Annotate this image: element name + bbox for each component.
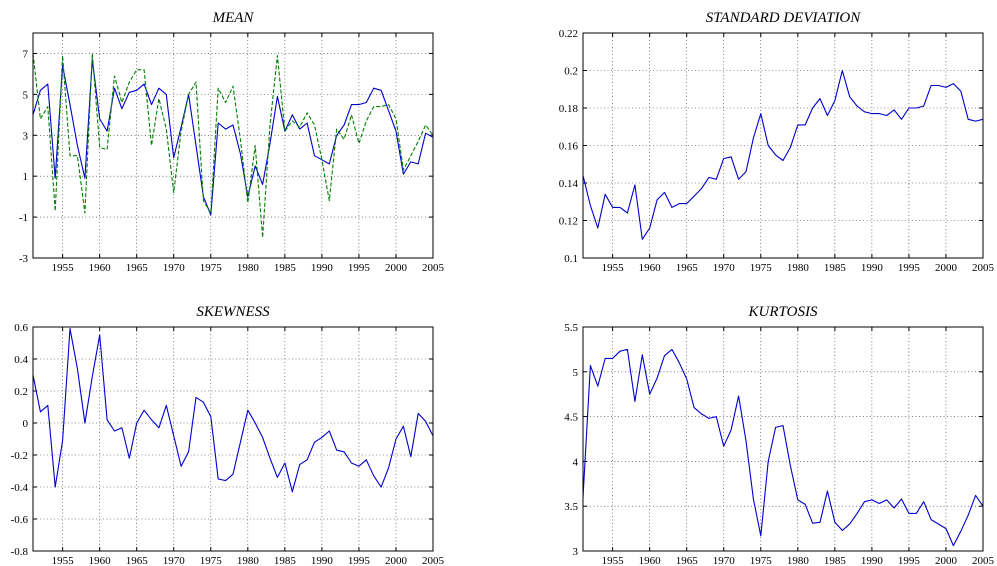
x-tick-label: 1965 <box>126 262 149 274</box>
std-plot-frame <box>582 32 984 259</box>
x-tick-label: 1985 <box>824 555 847 566</box>
x-tick-label: 1995 <box>348 262 371 274</box>
y-tick-label: 0.4 <box>14 354 28 366</box>
y-tick-label: 0.1 <box>564 253 578 265</box>
x-tick-label: 2005 <box>972 555 995 566</box>
x-tick-label: 1990 <box>861 555 884 566</box>
x-tick-label: 1980 <box>237 555 260 566</box>
y-tick-label: -1 <box>19 212 28 224</box>
y-tick-label: 0.2 <box>14 386 28 398</box>
y-tick-label: -0.8 <box>11 546 29 558</box>
y-tick-label: -0.2 <box>11 450 28 462</box>
x-tick-label: 1990 <box>311 262 334 274</box>
mean-series-line-1 <box>32 59 434 216</box>
x-tick-label: 1960 <box>639 262 662 274</box>
mean-panel: MEAN 1955 1960 1965 1970 1975 1980 1985 1990 1995… <box>19 10 445 274</box>
y-tick-label: -0.4 <box>11 482 29 494</box>
mean-series-line-2 <box>32 52 434 239</box>
x-tick-label: 2005 <box>972 262 995 274</box>
x-tick-label: 1980 <box>787 262 810 274</box>
y-tick-label: 0.14 <box>559 178 579 190</box>
x-tick-label: 1955 <box>52 262 75 274</box>
y-tick-label: 4.5 <box>564 412 578 424</box>
y-tick-label: 5 <box>573 367 579 379</box>
x-tick-label: 1970 <box>163 262 186 274</box>
x-tick-label: 1960 <box>89 262 112 274</box>
x-tick-label: 1955 <box>602 555 625 566</box>
y-tick-label: -0.6 <box>11 514 29 526</box>
y-tick-label: 1 <box>23 171 29 183</box>
x-tick-label: 1960 <box>639 555 662 566</box>
std-panel: STANDARD DEVIATION 1955 1960 1965 1970 1975 19… <box>559 10 995 274</box>
skew-plot-frame <box>32 326 434 552</box>
x-tick-label: 1975 <box>200 555 223 566</box>
x-tick-label: 2005 <box>422 555 445 566</box>
x-tick-label: 1995 <box>898 262 921 274</box>
y-tick-label: 0 <box>23 418 29 430</box>
skew-title: SKEWNESS <box>196 304 270 320</box>
std-title: STANDARD DEVIATION <box>706 10 862 26</box>
x-tick-label: 1980 <box>787 555 810 566</box>
x-tick-label: 1990 <box>861 262 884 274</box>
std-series-line-1 <box>582 69 984 240</box>
y-tick-label: 3 <box>573 546 579 558</box>
x-tick-label: 1970 <box>163 555 186 566</box>
x-tick-label: 2000 <box>935 262 958 274</box>
x-tick-label: 1975 <box>750 262 773 274</box>
x-tick-label: 2000 <box>385 555 408 566</box>
y-tick-label: 0.18 <box>559 103 579 115</box>
x-tick-label: 1955 <box>602 262 625 274</box>
y-tick-label: 0.6 <box>14 322 28 334</box>
y-tick-label: 4 <box>573 456 579 468</box>
kurt-panel: KURTOSIS 1955 1960 1965 1970 1975 1980 1985 1990… <box>564 304 994 566</box>
skew-series-line-1 <box>32 328 434 493</box>
y-tick-label: 0.16 <box>559 141 579 153</box>
y-tick-label: -3 <box>19 253 29 265</box>
y-tick-label: 7 <box>23 48 29 60</box>
x-tick-label: 1965 <box>676 262 699 274</box>
x-tick-label: 1955 <box>52 555 75 566</box>
y-tick-label: 5.5 <box>564 322 578 334</box>
x-tick-label: 1985 <box>274 262 297 274</box>
y-tick-label: 3 <box>23 130 29 142</box>
x-tick-label: 1965 <box>126 555 149 566</box>
x-tick-label: 2000 <box>385 262 408 274</box>
skew-panel: SKEWNESS 1955 1960 1965 1970 1975 1980 1985 1990… <box>11 304 445 566</box>
y-tick-label: 3.5 <box>564 501 578 513</box>
y-tick-label: 5 <box>23 89 29 101</box>
x-tick-label: 2005 <box>422 262 445 274</box>
x-tick-label: 1975 <box>750 555 773 566</box>
x-tick-label: 1970 <box>713 555 736 566</box>
x-tick-label: 2000 <box>935 555 958 566</box>
kurt-title: KURTOSIS <box>748 304 818 320</box>
x-tick-label: 1985 <box>824 262 847 274</box>
mean-plot-frame <box>32 32 434 259</box>
mean-title: MEAN <box>212 10 255 26</box>
kurt-series-line-1 <box>582 348 984 547</box>
y-tick-label: 0.12 <box>559 216 578 228</box>
y-tick-label: 0.22 <box>559 28 578 40</box>
x-tick-label: 1970 <box>713 262 736 274</box>
x-tick-label: 1995 <box>348 555 371 566</box>
x-tick-label: 1975 <box>200 262 223 274</box>
x-tick-label: 1990 <box>311 555 334 566</box>
x-tick-label: 1995 <box>898 555 921 566</box>
x-tick-label: 1965 <box>676 555 699 566</box>
x-tick-label: 1980 <box>237 262 260 274</box>
x-tick-label: 1960 <box>89 555 112 566</box>
y-tick-label: 0.2 <box>564 66 578 78</box>
x-tick-label: 1985 <box>274 555 297 566</box>
kurt-plot-frame <box>582 326 984 552</box>
